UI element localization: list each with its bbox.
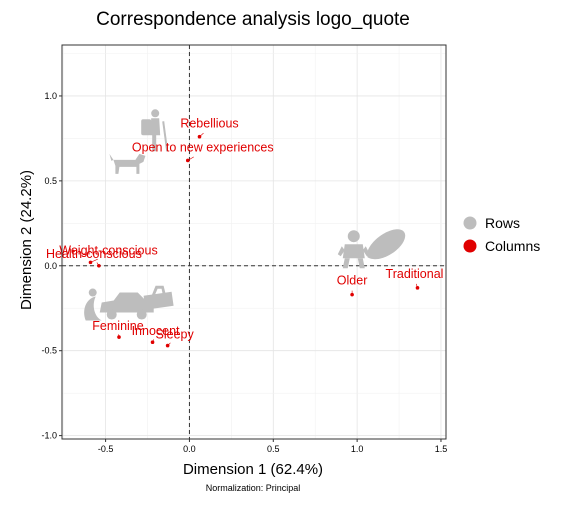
column-point-label: Health-conscious	[46, 247, 142, 261]
column-point-marker	[117, 335, 121, 339]
column-point-marker	[97, 263, 101, 268]
hiker-icon	[141, 109, 169, 152]
x-axis-title: Dimension 1 (62.4%)	[183, 461, 323, 478]
dog-icon	[109, 153, 146, 174]
y-tick-label: 1.0	[44, 91, 57, 101]
column-point-label: Feminine	[92, 319, 143, 333]
column-point: Sleepy	[156, 328, 195, 348]
x-tick-label: 1.0	[351, 444, 364, 454]
y-tick-label: -0.5	[41, 346, 57, 356]
y-axis-ticks: -1.0 -0.5 0.0 0.5 1.0	[41, 91, 62, 441]
bread-icon	[367, 229, 406, 260]
plot-border	[61, 44, 447, 440]
legend-rows-swatch	[463, 216, 477, 230]
column-point: Older	[337, 274, 368, 297]
column-point: Rebellious	[180, 117, 239, 139]
column-point: Feminine	[92, 319, 144, 339]
x-tick-label: 0.5	[267, 444, 280, 454]
column-point-marker	[415, 286, 420, 290]
column-point-marker	[165, 343, 170, 348]
legend: Rows Columns	[463, 215, 540, 254]
chart-caption: Normalization: Principal	[206, 483, 301, 493]
column-point-label: Rebellious	[180, 117, 238, 131]
reference-lines	[62, 45, 446, 439]
y-axis-title: Dimension 2 (24.2%)	[18, 170, 35, 310]
column-point-label: Sleepy	[156, 328, 195, 342]
baby-icon	[337, 230, 370, 269]
column-point-marker	[197, 134, 202, 139]
column-point: Health-conscious	[46, 247, 142, 268]
x-tick-label: 0.0	[183, 444, 196, 454]
y-tick-label: 0.5	[44, 176, 57, 186]
column-point-label: Innocent	[132, 324, 180, 338]
column-point-marker	[88, 260, 93, 265]
x-tick-label: -0.5	[98, 444, 114, 454]
chart-title: Correspondence analysis logo_quote	[96, 9, 410, 30]
column-point-marker	[185, 158, 190, 163]
legend-columns-label: Columns	[485, 238, 540, 254]
column-point-label: Open to new experiences	[132, 140, 274, 154]
column-point: Open to new experiences	[132, 140, 274, 163]
car-icon	[84, 288, 154, 321]
column-points: Rebellious Open to new experiences Weight-…	[46, 117, 444, 348]
y-tick-label: -1.0	[41, 431, 57, 441]
x-axis-ticks: -0.5 0.0 0.5 1.0 1.5	[98, 439, 447, 454]
column-point: Innocent	[132, 324, 180, 344]
column-point: Weight-conscious	[59, 243, 158, 265]
column-point-marker	[350, 292, 354, 297]
row-points	[84, 109, 406, 321]
column-point-label: Older	[337, 274, 368, 288]
y-tick-label: 0.0	[44, 261, 57, 271]
handbag-icon	[143, 285, 174, 310]
plot-frame	[61, 44, 447, 440]
column-point-label: Traditional	[386, 267, 444, 281]
column-point-label: Weight-conscious	[59, 243, 157, 257]
column-point: Traditional	[386, 267, 444, 290]
legend-columns-swatch	[463, 239, 477, 253]
x-tick-label: 1.5	[435, 444, 448, 454]
legend-rows-label: Rows	[485, 215, 520, 231]
column-point-marker	[150, 340, 155, 344]
